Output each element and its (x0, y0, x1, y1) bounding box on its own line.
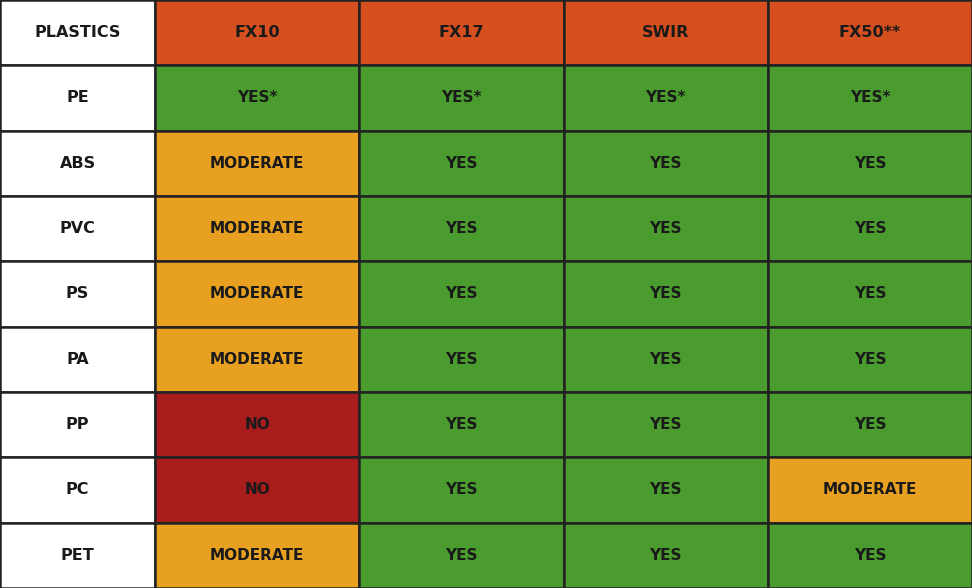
FancyBboxPatch shape (0, 457, 155, 523)
Text: NO: NO (244, 483, 270, 497)
Text: YES: YES (853, 417, 886, 432)
FancyBboxPatch shape (155, 261, 360, 327)
FancyBboxPatch shape (564, 0, 768, 65)
FancyBboxPatch shape (768, 196, 972, 261)
FancyBboxPatch shape (360, 131, 564, 196)
FancyBboxPatch shape (0, 131, 155, 196)
Text: MODERATE: MODERATE (822, 483, 917, 497)
Text: YES*: YES* (237, 91, 277, 105)
Text: FX10: FX10 (234, 25, 280, 40)
FancyBboxPatch shape (768, 131, 972, 196)
FancyBboxPatch shape (0, 0, 155, 65)
FancyBboxPatch shape (155, 392, 360, 457)
FancyBboxPatch shape (768, 327, 972, 392)
Text: YES*: YES* (645, 91, 686, 105)
Text: MODERATE: MODERATE (210, 548, 304, 563)
Text: YES: YES (649, 221, 682, 236)
FancyBboxPatch shape (0, 392, 155, 457)
FancyBboxPatch shape (564, 392, 768, 457)
Text: PS: PS (66, 286, 89, 302)
FancyBboxPatch shape (360, 327, 564, 392)
Text: YES: YES (853, 156, 886, 171)
Text: MODERATE: MODERATE (210, 286, 304, 302)
Text: PET: PET (60, 548, 94, 563)
Text: MODERATE: MODERATE (210, 352, 304, 367)
FancyBboxPatch shape (564, 261, 768, 327)
Text: YES: YES (445, 548, 477, 563)
FancyBboxPatch shape (564, 196, 768, 261)
FancyBboxPatch shape (0, 327, 155, 392)
FancyBboxPatch shape (768, 457, 972, 523)
Text: YES: YES (853, 352, 886, 367)
FancyBboxPatch shape (360, 392, 564, 457)
FancyBboxPatch shape (360, 457, 564, 523)
Text: PE: PE (66, 91, 88, 105)
FancyBboxPatch shape (155, 457, 360, 523)
Text: FX17: FX17 (438, 25, 484, 40)
FancyBboxPatch shape (564, 523, 768, 588)
FancyBboxPatch shape (768, 65, 972, 131)
Text: YES: YES (649, 483, 682, 497)
FancyBboxPatch shape (360, 196, 564, 261)
Text: YES*: YES* (441, 91, 481, 105)
Text: PP: PP (66, 417, 89, 432)
FancyBboxPatch shape (155, 523, 360, 588)
FancyBboxPatch shape (155, 131, 360, 196)
Text: YES: YES (445, 417, 477, 432)
Text: YES*: YES* (850, 91, 890, 105)
FancyBboxPatch shape (768, 0, 972, 65)
Text: YES: YES (649, 548, 682, 563)
Text: YES: YES (445, 483, 477, 497)
Text: YES: YES (445, 352, 477, 367)
FancyBboxPatch shape (0, 196, 155, 261)
Text: YES: YES (649, 417, 682, 432)
FancyBboxPatch shape (155, 65, 360, 131)
FancyBboxPatch shape (360, 523, 564, 588)
Text: YES: YES (445, 156, 477, 171)
Text: FX50**: FX50** (839, 25, 901, 40)
Text: PLASTICS: PLASTICS (34, 25, 121, 40)
Text: YES: YES (445, 286, 477, 302)
Text: PVC: PVC (59, 221, 95, 236)
Text: YES: YES (649, 352, 682, 367)
Text: YES: YES (649, 156, 682, 171)
Text: PA: PA (66, 352, 88, 367)
FancyBboxPatch shape (360, 0, 564, 65)
Text: YES: YES (649, 286, 682, 302)
FancyBboxPatch shape (360, 261, 564, 327)
Text: MODERATE: MODERATE (210, 221, 304, 236)
Text: NO: NO (244, 417, 270, 432)
FancyBboxPatch shape (0, 523, 155, 588)
FancyBboxPatch shape (564, 65, 768, 131)
Text: YES: YES (853, 286, 886, 302)
Text: YES: YES (853, 221, 886, 236)
Text: SWIR: SWIR (642, 25, 689, 40)
FancyBboxPatch shape (768, 523, 972, 588)
Text: YES: YES (445, 221, 477, 236)
FancyBboxPatch shape (768, 392, 972, 457)
FancyBboxPatch shape (768, 261, 972, 327)
FancyBboxPatch shape (0, 261, 155, 327)
FancyBboxPatch shape (564, 327, 768, 392)
Text: MODERATE: MODERATE (210, 156, 304, 171)
Text: ABS: ABS (59, 156, 95, 171)
Text: YES: YES (853, 548, 886, 563)
FancyBboxPatch shape (0, 65, 155, 131)
Text: PC: PC (66, 483, 89, 497)
FancyBboxPatch shape (564, 131, 768, 196)
FancyBboxPatch shape (564, 457, 768, 523)
FancyBboxPatch shape (155, 196, 360, 261)
FancyBboxPatch shape (360, 65, 564, 131)
FancyBboxPatch shape (155, 0, 360, 65)
FancyBboxPatch shape (155, 327, 360, 392)
